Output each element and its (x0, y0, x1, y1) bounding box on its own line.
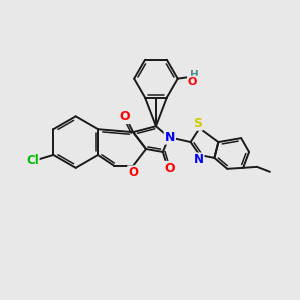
Text: S: S (193, 117, 202, 130)
Text: N: N (194, 153, 203, 167)
Text: O: O (188, 76, 197, 87)
Text: Cl: Cl (26, 154, 39, 166)
Text: H: H (190, 70, 199, 80)
Text: O: O (164, 162, 175, 175)
Text: O: O (128, 166, 138, 179)
Text: N: N (165, 130, 175, 144)
Text: O: O (120, 110, 130, 123)
